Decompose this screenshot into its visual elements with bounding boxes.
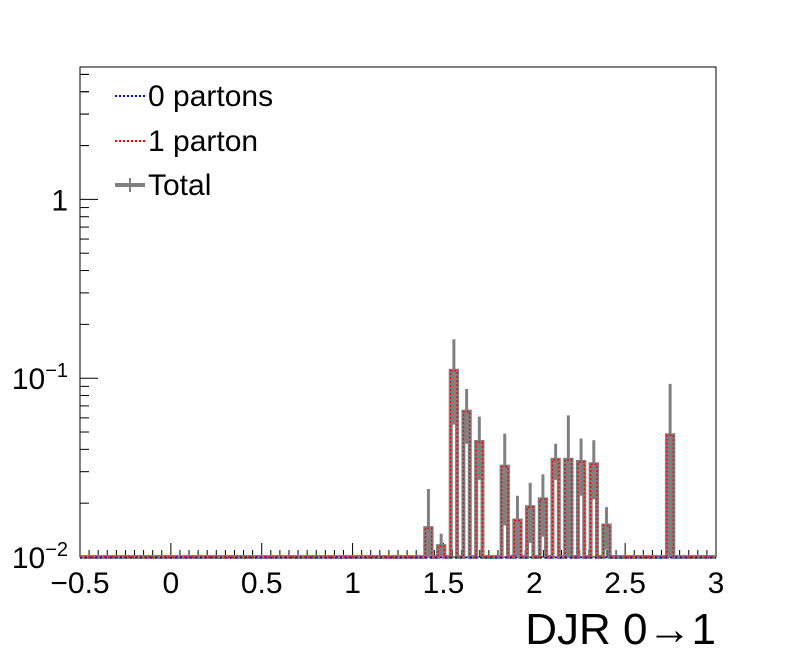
x-tick-label: 1 (344, 567, 361, 600)
x-tick-label: 0.5 (241, 567, 283, 600)
y-tick-label: 10−2 (12, 539, 68, 575)
x-tick-labels: −0.5 0 0.5 1 1.5 2 2.5 3 (50, 567, 724, 600)
y-tick-label: 1 (51, 184, 68, 217)
x-tick-label: 1.5 (423, 567, 465, 600)
x-tick-label: 2 (526, 567, 543, 600)
x-tick-label: −0.5 (50, 567, 109, 600)
x-tick-label: 0 (163, 567, 180, 600)
x-axis-title: DJR 0→1 (525, 605, 716, 654)
one-parton-histogram-line (80, 370, 716, 558)
legend: 0 partons 1 parton Total (115, 80, 273, 202)
total-histogram-line (80, 368, 716, 559)
y-tick-label: 10−1 (12, 360, 68, 396)
x-tick-label: 3 (708, 567, 725, 600)
x-tick-label: 2.5 (604, 567, 646, 600)
legend-label-1-parton: 1 parton (148, 125, 258, 158)
legend-label-0-partons: 0 partons (148, 80, 273, 113)
y-tick-labels: 10−2 10−1 1 (12, 184, 68, 575)
histogram-series (80, 339, 716, 559)
legend-label-total: Total (148, 169, 211, 202)
